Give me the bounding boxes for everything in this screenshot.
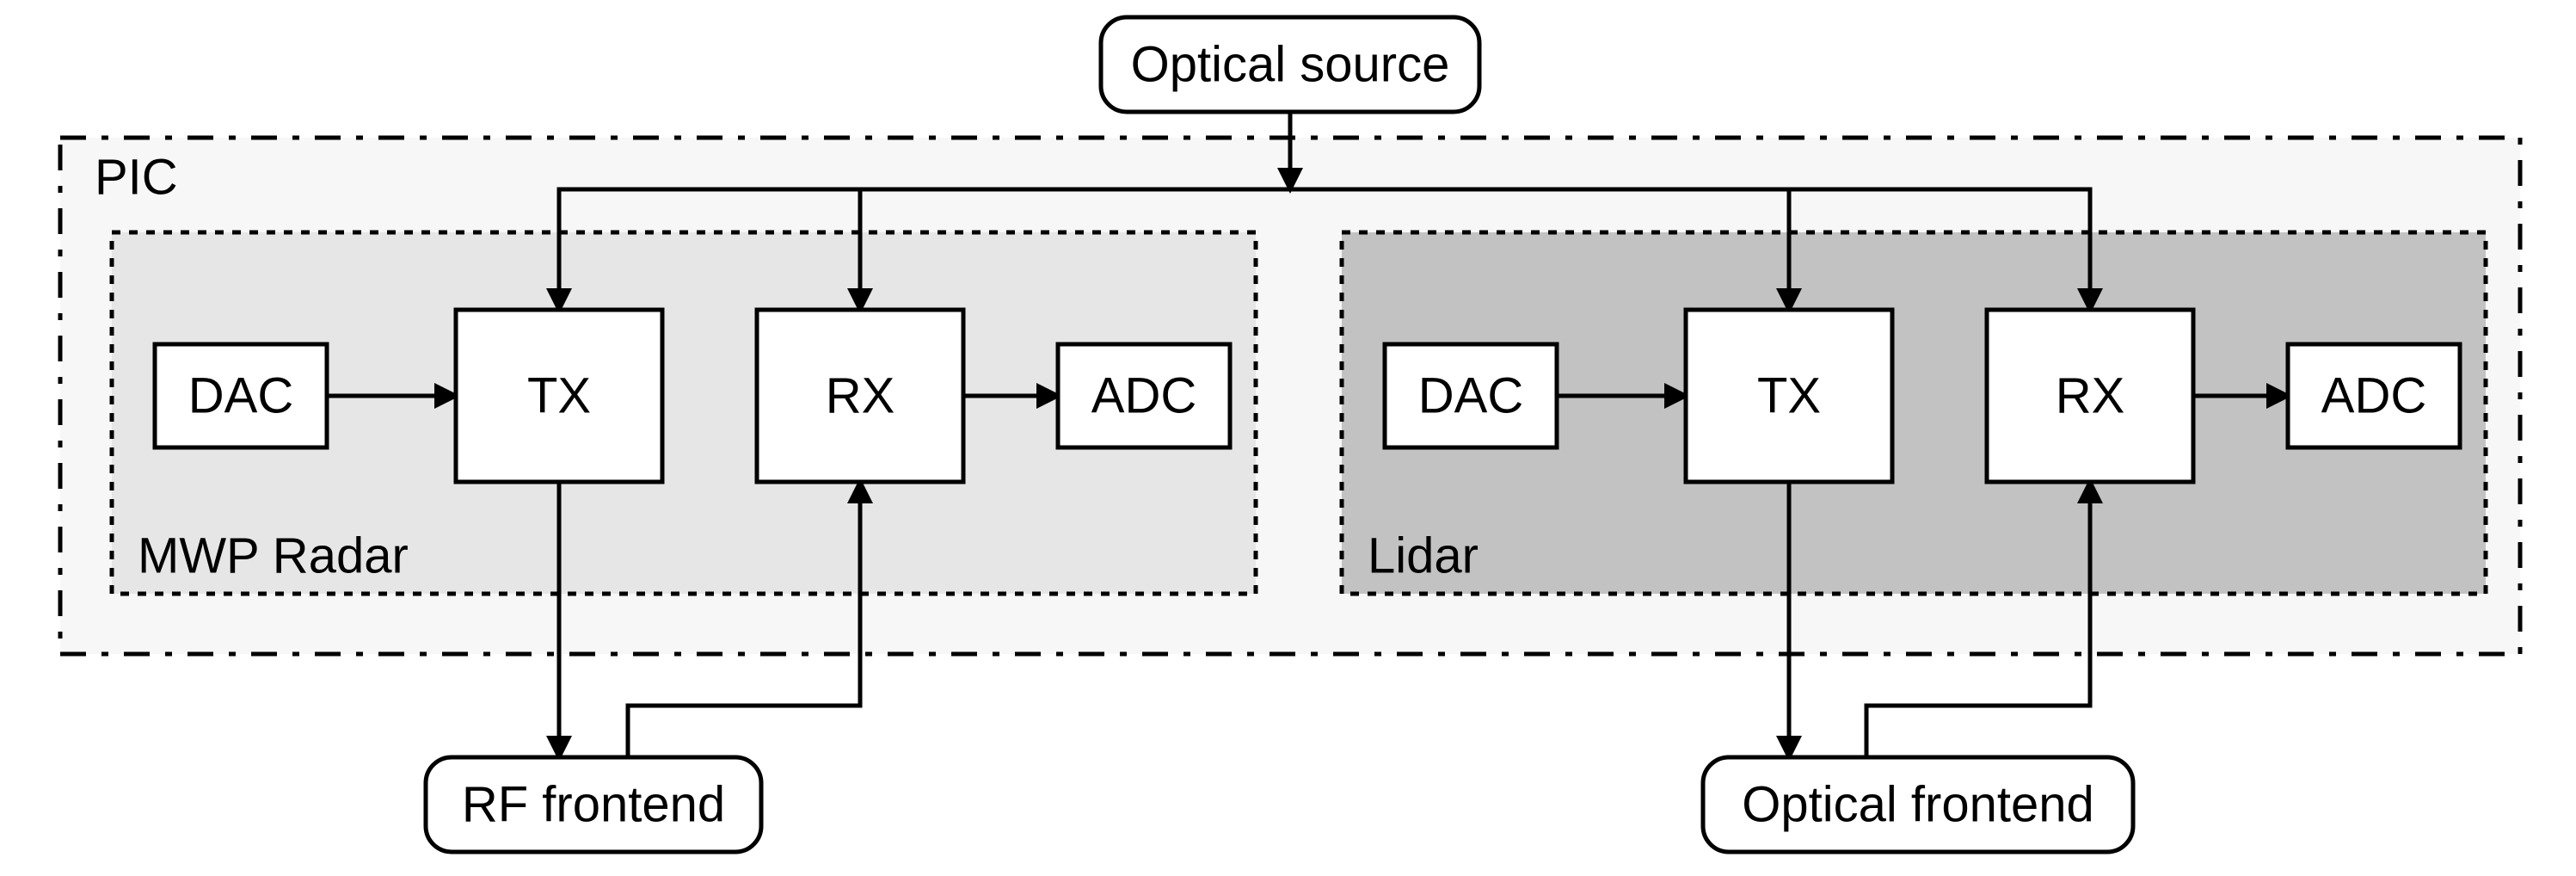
node-label-adc_l: ADC — [1091, 367, 1196, 423]
container-label-pic: PIC — [95, 149, 178, 205]
node-label-dac_r: DAC — [1418, 367, 1523, 423]
block-diagram: DAC TX RX ADC DAC TX RX ADC Optical source RF fro… — [0, 0, 2576, 876]
node-label-optical_source: Optical source — [1131, 36, 1450, 92]
node-label-adc_r: ADC — [2321, 367, 2426, 423]
container-label-lidar: Lidar — [1368, 527, 1479, 583]
node-label-rf_frontend: RF frontend — [462, 776, 725, 832]
container-label-mwp_radar: MWP Radar — [138, 527, 409, 583]
node-label-tx_r: TX — [1757, 367, 1821, 423]
node-label-dac_l: DAC — [188, 367, 293, 423]
node-label-optical_frontend: Optical frontend — [1742, 776, 2093, 832]
node-label-tx_l: TX — [527, 367, 591, 423]
node-label-rx_r: RX — [2056, 367, 2125, 423]
node-label-rx_l: RX — [826, 367, 895, 423]
